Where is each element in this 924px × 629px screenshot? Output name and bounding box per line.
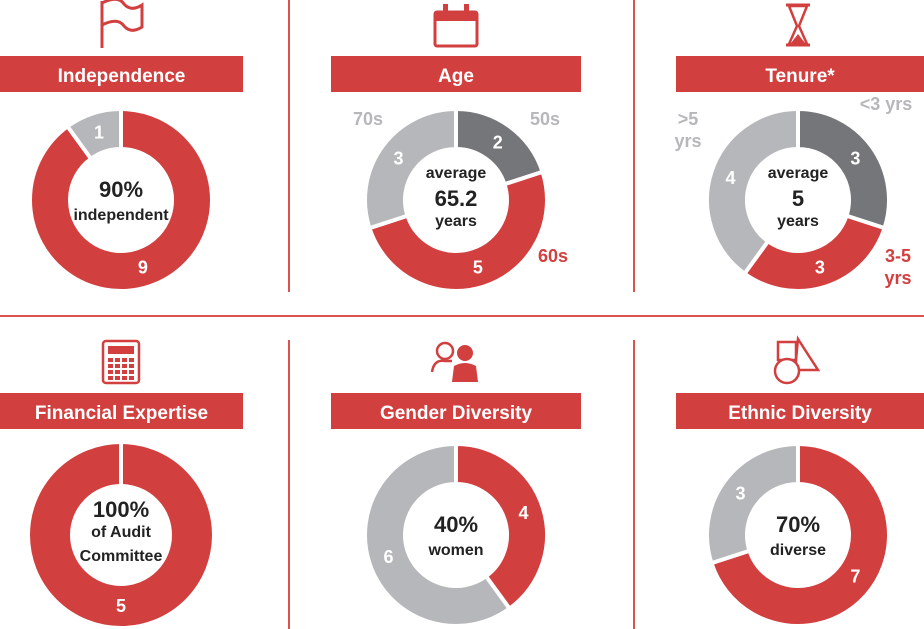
panel-ethnic-diversity: Ethnic Diversity 7 3 70% diverse — [676, 335, 924, 628]
center-label: 40% — [434, 512, 478, 537]
donut-slice — [705, 106, 800, 277]
panel-age: Age 2 5 3 average 65.2 years 50s 60s 70s — [331, 4, 581, 293]
slice-value-label: 3 — [736, 483, 746, 503]
center-label: years — [777, 213, 819, 230]
slice-value-label: 7 — [850, 567, 860, 587]
slice-value-label: 5 — [473, 258, 483, 278]
chart-title: Independence — [58, 66, 186, 87]
chart-title: Age — [438, 66, 474, 87]
title-banner — [676, 393, 924, 429]
category-label: 70s — [353, 109, 383, 129]
people-icon — [430, 341, 478, 382]
chart-title: Financial Expertise — [35, 403, 208, 424]
center-label: of Audit — [91, 524, 152, 541]
category-label: >5 yrs — [674, 109, 701, 151]
center-label: 100% — [93, 497, 149, 522]
donut-slice — [30, 443, 212, 626]
center-label: years — [435, 213, 477, 230]
slice-value-label: 3 — [815, 258, 825, 278]
donut-slice — [28, 106, 214, 293]
center-label: 65.2 — [435, 186, 478, 211]
panel-tenure: Tenure* 3 3 4 average 5 years <3 yrs 3-5 yrs >5 yrs — [674, 3, 924, 293]
slice-value-label: 3 — [850, 148, 860, 168]
shapes-icon — [773, 335, 821, 385]
hourglass-icon — [786, 3, 810, 47]
donut-slice — [363, 106, 458, 231]
chart-title: Gender Diversity — [380, 403, 532, 424]
category-label: 50s — [530, 109, 560, 129]
calendar-icon — [433, 4, 479, 48]
donut-slice — [454, 441, 549, 612]
panel-financial-expertise: Financial Expertise 5 100% of Audit Committe… — [0, 339, 243, 626]
flag-icon — [100, 0, 144, 48]
title-banner — [331, 56, 581, 92]
donut-slice — [741, 213, 888, 293]
center-label: average — [426, 165, 487, 182]
title-banner — [676, 56, 924, 92]
title-banner — [331, 393, 581, 429]
donut-slice — [796, 106, 891, 231]
title-banner — [0, 56, 243, 92]
center-label: 90% — [99, 177, 143, 202]
donut-slice — [64, 106, 123, 162]
donut-slice — [708, 441, 891, 628]
panel-independence: Independence 9 1 90% independent — [0, 0, 243, 293]
category-label: <3 yrs — [860, 94, 913, 114]
center-label: average — [768, 165, 829, 182]
calculator-icon — [101, 339, 141, 385]
title-banner — [0, 393, 243, 429]
panel-gender-diversity: Gender Diversity 4 6 40% women — [331, 341, 581, 628]
slice-value-label: 2 — [493, 133, 503, 153]
chart-title: Tenure* — [765, 66, 835, 87]
donut-slice — [363, 441, 513, 628]
center-label: diverse — [770, 542, 826, 559]
category-label: 60s — [538, 246, 568, 266]
slice-value-label: 4 — [725, 168, 735, 188]
center-label: 5 — [792, 186, 804, 211]
center-label: women — [427, 542, 483, 559]
chart-title: Ethnic Diversity — [728, 403, 872, 424]
slice-value-label: 3 — [394, 148, 404, 168]
donut-slice — [705, 441, 800, 566]
slice-value-label: 1 — [94, 122, 104, 142]
category-label: 3-5 yrs — [884, 246, 911, 288]
slice-value-label: 4 — [519, 503, 529, 523]
center-label: independent — [73, 207, 169, 224]
center-label: 70% — [776, 512, 820, 537]
slice-value-label: 9 — [138, 258, 148, 278]
center-label: Committee — [80, 548, 163, 565]
slice-value-label: 5 — [116, 596, 126, 616]
slice-value-label: 6 — [383, 547, 393, 567]
donut-slice — [366, 169, 549, 293]
